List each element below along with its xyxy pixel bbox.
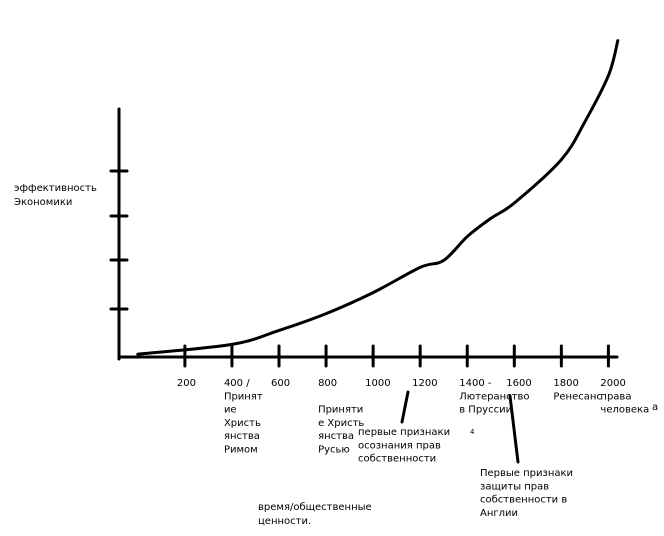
annotation-1200-line-2: осознания прав	[358, 440, 441, 451]
series-line	[136, 39, 620, 356]
annotation-pointer-1200	[400, 390, 410, 424]
tick-label-1400-line-1: 1400 -	[459, 378, 492, 389]
tick-label-200-line-1: 200	[177, 378, 196, 389]
annotation-1600: Первые признаки защиты прав собственности …	[480, 468, 573, 519]
annotation-1600-line-1: Первые признаки	[480, 468, 573, 479]
x-axis-label-line-2: ценности.	[258, 516, 311, 527]
tick-labels: 200 400 / Принят ие Христь янства Римом 600 800 П…	[177, 378, 649, 456]
tick-label-800-line-6: Русью	[318, 445, 350, 456]
stray-mark-a: а	[652, 402, 658, 413]
tick-label-400-line-4: Христь	[224, 418, 261, 429]
tick-label-800-line-3: Приняти	[318, 405, 363, 416]
stray-mark-4: 4	[470, 428, 475, 436]
x-axis-ticks	[183, 344, 610, 368]
tick-label-800-line-1: 800	[318, 378, 337, 389]
x-axis-label-line-1: время/общественные	[258, 502, 372, 513]
annotation-1200-line-3: собственности	[358, 454, 436, 465]
tick-label-600: 600	[271, 378, 290, 389]
tick-label-1800-line-1: 1800	[553, 378, 578, 389]
tick-label-600-line-1: 600	[271, 378, 290, 389]
y-axis-ticks	[109, 169, 129, 311]
tick-label-2000-line-2: права	[600, 391, 631, 402]
tick-label-1200: 1200	[412, 378, 437, 389]
x-axis-label: время/общественные ценности.	[258, 502, 372, 527]
tick-label-1800: 1800 Ренесанс	[553, 378, 602, 402]
tick-label-1400: 1400 - Лютеранство в Пруссии	[459, 378, 529, 416]
tick-label-1200-line-1: 1200	[412, 378, 437, 389]
tick-label-400: 400 / Принят ие Христь янства Римом	[224, 378, 263, 456]
annotation-1600-line-2: защиты прав	[480, 481, 549, 492]
tick-label-400-line-1: 400 /	[224, 378, 250, 389]
annotations: первые признаки осознания прав собственнос…	[358, 427, 573, 519]
tick-label-1400-line-3: в Пруссии	[459, 405, 512, 416]
y-axis-label: эффективность Экономики	[14, 183, 97, 208]
tick-label-400-line-2: Принят	[224, 391, 263, 402]
tick-label-1000-line-1: 1000	[365, 378, 390, 389]
annotation-pointers	[400, 390, 520, 464]
annotation-1200: первые признаки осознания прав собственнос…	[358, 427, 450, 465]
tick-label-800-line-5: янства	[318, 431, 354, 442]
tick-label-1400-line-2: Лютеранство	[459, 391, 529, 402]
y-axis-label-line-1: эффективность	[14, 183, 97, 194]
tick-label-400-line-6: Римом	[224, 445, 258, 456]
tick-label-800-line-4: е Христь	[318, 418, 364, 429]
tick-label-400-line-3: ие	[224, 405, 237, 416]
tick-label-2000: 2000 права человека	[600, 378, 649, 416]
tick-label-200: 200	[177, 378, 196, 389]
tick-label-2000-line-1: 2000	[600, 378, 625, 389]
tick-label-1600-line-1: 1600	[506, 378, 531, 389]
tick-label-2000-line-3: человека	[600, 405, 649, 416]
tick-label-1000: 1000	[365, 378, 390, 389]
annotation-1600-line-3: собственности в	[480, 495, 567, 506]
y-axis-label-line-2: Экономики	[14, 197, 72, 208]
annotation-1200-line-1: первые признаки	[358, 427, 450, 438]
tick-label-400-line-5: янства	[224, 431, 260, 442]
tick-label-800: 800 Приняти е Христь янства Русью	[318, 378, 364, 456]
tick-label-1600: 1600	[506, 378, 531, 389]
annotation-1600-line-4: Англии	[480, 508, 518, 519]
annotation-pointer-1600	[508, 394, 520, 464]
tick-label-1800-line-2: Ренесанс	[553, 391, 602, 402]
